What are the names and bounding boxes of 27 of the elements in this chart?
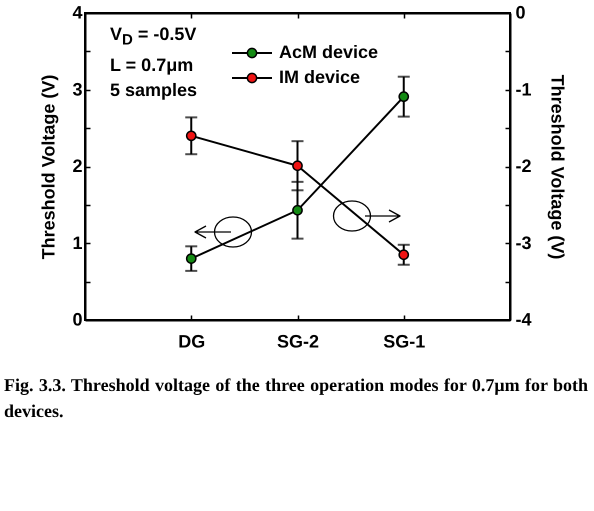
y-tick-label: 1: [72, 232, 82, 253]
y-tick-label: 0: [72, 310, 82, 330]
y2-tick-label: -4: [516, 310, 532, 330]
legend-label: AcM device: [279, 42, 378, 62]
point: [398, 91, 410, 102]
y-tick-label: 2: [72, 156, 82, 176]
point: [292, 204, 303, 216]
annotation: 5 samples: [110, 78, 198, 102]
y2-tick-label: -2: [516, 156, 532, 176]
annotation: L = 0.7μm: [110, 54, 194, 77]
y2-tick-label: -3: [516, 232, 532, 253]
y2-axis-title: Threshold Voltage (V): [548, 74, 568, 260]
y-tick-label: 3: [72, 79, 82, 100]
y-tick-label: 4: [72, 2, 82, 22]
x-tick-label: SG-1: [383, 332, 426, 352]
point: [186, 130, 197, 142]
x-tick-label: DG: [178, 332, 206, 352]
legend-label: IM device: [279, 67, 360, 87]
y-axis-title: Threshold Voltage (V): [38, 74, 58, 260]
point: [186, 253, 197, 264]
caption: Fig. 3.3. Threshold voltage of the three operation modes for 0.7μm for both devices.: [4, 374, 588, 423]
annotation: V$_{D}$ = -0.5V: [110, 23, 198, 51]
y2-tick-label: -1: [516, 79, 532, 100]
point: [292, 160, 303, 172]
x-tick-label: SG-2: [276, 332, 320, 352]
point: [398, 249, 410, 260]
y2-tick-label: 0: [516, 2, 526, 22]
